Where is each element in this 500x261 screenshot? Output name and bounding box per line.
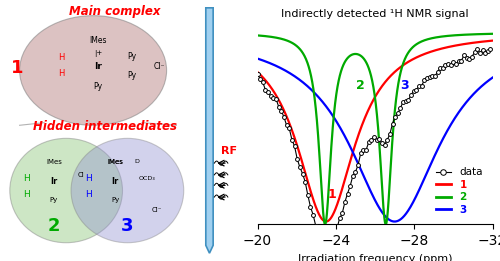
- Ellipse shape: [71, 138, 184, 243]
- Text: 3: 3: [400, 79, 409, 92]
- Text: OCD₃: OCD₃: [138, 176, 156, 181]
- Ellipse shape: [10, 138, 122, 243]
- Text: IMes: IMes: [107, 159, 123, 165]
- Text: 1: 1: [11, 59, 24, 77]
- Text: Cl: Cl: [78, 172, 84, 178]
- Text: Py: Py: [111, 197, 120, 203]
- Text: |+: |+: [94, 50, 102, 57]
- Text: H: H: [85, 174, 91, 183]
- Polygon shape: [206, 8, 213, 253]
- Text: 2: 2: [48, 217, 60, 235]
- Text: Py: Py: [128, 71, 137, 80]
- Text: H: H: [24, 174, 30, 183]
- Text: Py: Py: [128, 52, 137, 61]
- Text: Ir: Ir: [112, 177, 119, 186]
- Text: 3: 3: [121, 217, 134, 235]
- Ellipse shape: [20, 16, 167, 125]
- Text: H: H: [85, 190, 91, 199]
- Text: H: H: [24, 190, 30, 199]
- Text: Cl⁻: Cl⁻: [152, 207, 162, 213]
- Text: 2: 2: [356, 79, 365, 92]
- Text: IMes: IMes: [46, 159, 62, 165]
- Text: Ir: Ir: [94, 62, 102, 71]
- Text: 1: 1: [328, 188, 337, 201]
- Legend: data, 1, 2, 3: data, 1, 2, 3: [432, 163, 488, 219]
- Text: Cl⁻: Cl⁻: [154, 62, 165, 71]
- Text: IMes: IMes: [107, 159, 123, 165]
- Text: H: H: [58, 53, 64, 62]
- Title: Indirectly detected ¹H NMR signal: Indirectly detected ¹H NMR signal: [281, 9, 469, 19]
- Text: IMes: IMes: [89, 36, 107, 45]
- Text: Hidden intermediates: Hidden intermediates: [34, 120, 178, 133]
- Text: Ir: Ir: [50, 177, 58, 186]
- Text: Main complex: Main complex: [70, 5, 161, 18]
- Text: H: H: [58, 69, 64, 78]
- Text: RF: RF: [221, 146, 237, 156]
- Text: D: D: [135, 159, 140, 164]
- X-axis label: Irradiation frequency (ppm): Irradiation frequency (ppm): [298, 254, 452, 261]
- Text: Py: Py: [50, 197, 58, 203]
- Text: Py: Py: [94, 82, 102, 91]
